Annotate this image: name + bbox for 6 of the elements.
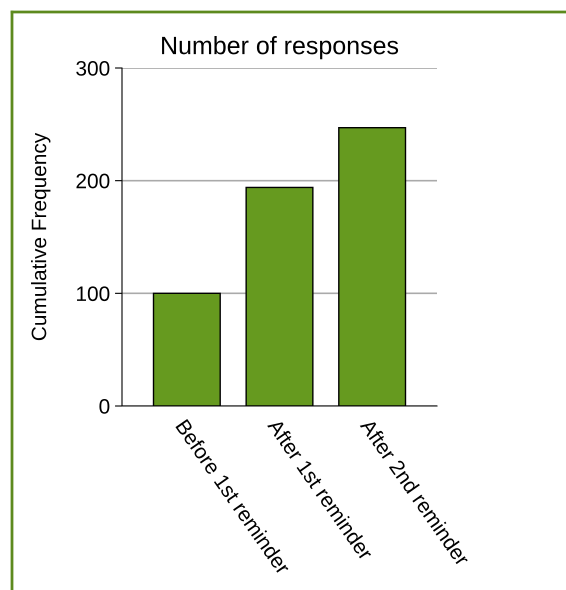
y-tick-label: 0	[99, 399, 110, 414]
y-tick-label: 100	[77, 286, 110, 302]
y-tick-label: 200	[76, 174, 110, 188]
y-tick-label: 300	[76, 61, 110, 76]
y-axis-title: Cumulative Frequency	[31, 132, 50, 340]
chart-title: Number of responses	[162, 36, 398, 60]
